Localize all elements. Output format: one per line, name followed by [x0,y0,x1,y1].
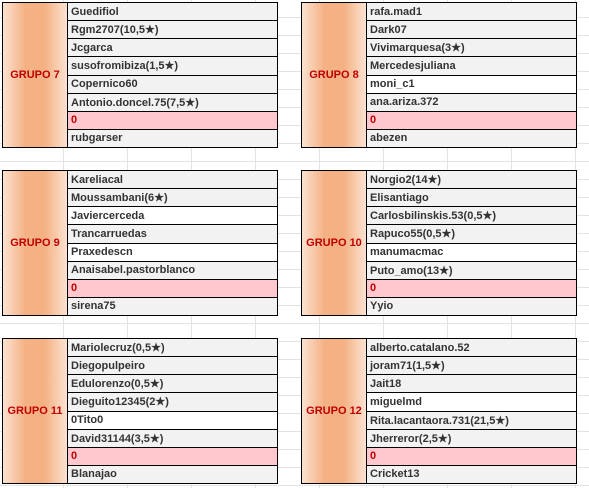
player-cell[interactable]: 0Tito0 [68,411,277,430]
player-cell[interactable]: Norgio2(14★) [367,171,576,190]
player-cell[interactable]: Elisantiago [367,189,576,208]
player-cell[interactable]: sirena75 [68,297,277,315]
group-block-11: GRUPO 11 Mariolecruz(0,5★) Diegopulpeiro… [2,338,278,484]
group-block-7: GRUPO 7 Guedifiol Rgm2707(10,5★) Jcgarca… [2,2,278,148]
player-cell[interactable]: joram71(1,5★) [367,357,576,376]
player-cell[interactable]: Praxedescn [68,243,277,262]
player-cell[interactable]: miguelmd [367,393,576,412]
group-label-cell[interactable]: GRUPO 10 [302,171,367,315]
group-label: GRUPO 10 [306,237,362,249]
group-block-10: GRUPO 10 Norgio2(14★) Elisantiago Carlos… [301,170,577,316]
player-cell[interactable]: Edulorenzo(0,5★) [68,375,277,394]
player-cell[interactable]: Carlosbilinskis.53(0,5★) [367,207,576,226]
player-list: Kareliacal Moussambani(6★) Javiercerceda… [68,171,277,315]
zero-cell[interactable]: 0 [68,447,277,466]
player-cell[interactable]: Moussambani(6★) [68,189,277,208]
player-cell[interactable]: Jherreror(2,5★) [367,429,576,448]
player-cell[interactable]: Vivimarquesa(3★) [367,39,576,58]
player-cell[interactable]: Copernico60 [68,75,277,94]
player-cell[interactable]: Mariolecruz(0,5★) [68,339,277,358]
player-cell[interactable]: abezen [367,129,576,147]
player-list: Mariolecruz(0,5★) Diegopulpeiro Eduloren… [68,339,277,483]
group-label-cell[interactable]: GRUPO 7 [3,3,68,147]
player-cell[interactable]: Diegopulpeiro [68,357,277,376]
zero-cell[interactable]: 0 [367,111,576,130]
zero-cell[interactable]: 0 [367,279,576,298]
group-block-12: GRUPO 12 alberto.catalano.52 joram71(1,5… [301,338,577,484]
player-cell[interactable]: alberto.catalano.52 [367,339,576,358]
player-cell[interactable]: Kareliacal [68,171,277,190]
player-cell[interactable]: Rapuco55(0,5★) [367,225,576,244]
player-cell[interactable]: Blanajao [68,465,277,483]
group-label-cell[interactable]: GRUPO 9 [3,171,68,315]
zero-cell[interactable]: 0 [367,447,576,466]
player-list: alberto.catalano.52 joram71(1,5★) Jait18… [367,339,576,483]
player-cell[interactable]: Jcgarca [68,39,277,58]
player-cell[interactable]: Jait18 [367,375,576,394]
zero-cell[interactable]: 0 [68,279,277,298]
group-block-8: GRUPO 8 rafa.mad1 Dark07 Vivimarquesa(3★… [301,2,577,148]
player-list: rafa.mad1 Dark07 Vivimarquesa(3★) Merced… [367,3,576,147]
player-cell[interactable]: Javiercerceda [68,207,277,226]
player-cell[interactable]: Anaisabel.pastorblanco [68,261,277,280]
player-cell[interactable]: Dark07 [367,21,576,40]
group-label: GRUPO 9 [10,237,60,249]
group-label: GRUPO 11 [7,405,63,417]
group-label: GRUPO 7 [10,69,60,81]
group-label-cell[interactable]: GRUPO 8 [302,3,367,147]
group-label: GRUPO 8 [309,69,359,81]
group-label-cell[interactable]: GRUPO 12 [302,339,367,483]
player-cell[interactable]: ana.ariza.372 [367,93,576,112]
player-cell[interactable]: Antonio.doncel.75(7,5★) [68,93,277,112]
player-cell[interactable]: Mercedesjuliana [367,57,576,76]
player-cell[interactable]: Guedifiol [68,3,277,22]
player-cell[interactable]: manumacmac [367,243,576,262]
player-cell[interactable]: David31144(3,5★) [68,429,277,448]
group-label: GRUPO 12 [306,405,362,417]
player-cell[interactable]: Cricket13 [367,465,576,483]
player-cell[interactable]: rubgarser [68,129,277,147]
player-cell[interactable]: Rgm2707(10,5★) [68,21,277,40]
group-label-cell[interactable]: GRUPO 11 [3,339,68,483]
player-cell[interactable]: moni_c1 [367,75,576,94]
player-cell[interactable]: Rita.lacantaora.731(21,5★) [367,411,576,430]
player-cell[interactable]: susofromibiza(1,5★) [68,57,277,76]
player-cell[interactable]: Puto_amo(13★) [367,261,576,280]
player-cell[interactable]: Trancarruedas [68,225,277,244]
player-list: Guedifiol Rgm2707(10,5★) Jcgarca susofro… [68,3,277,147]
player-cell[interactable]: Yyio [367,297,576,315]
player-cell[interactable]: rafa.mad1 [367,3,576,22]
player-cell[interactable]: Dieguito12345(2★) [68,393,277,412]
group-block-9: GRUPO 9 Kareliacal Moussambani(6★) Javie… [2,170,278,316]
player-list: Norgio2(14★) Elisantiago Carlosbilinskis… [367,171,576,315]
zero-cell[interactable]: 0 [68,111,277,130]
